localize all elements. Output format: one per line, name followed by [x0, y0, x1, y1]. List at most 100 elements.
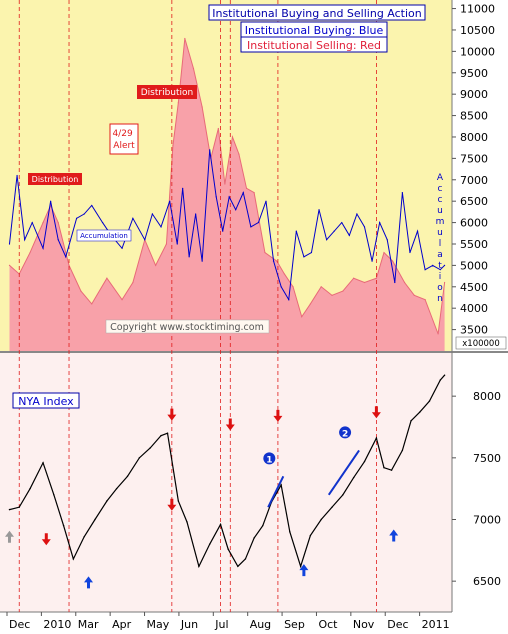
- nya-point: [253, 537, 255, 539]
- nya-y-tick-label: 7500: [473, 452, 501, 465]
- nya-point: [115, 487, 118, 490]
- nya-point: [62, 524, 65, 527]
- selling-point: [217, 127, 219, 130]
- selling-point: [375, 277, 378, 279]
- x-tick-label: 2010: [43, 618, 71, 631]
- selling-point: [238, 153, 240, 155]
- institutional-y-tick-label: 4500: [460, 281, 488, 294]
- selling-point: [283, 273, 286, 275]
- buying-point: [424, 269, 426, 271]
- selling-point: [165, 243, 168, 245]
- nya-point: [160, 434, 162, 437]
- x-tick-label: Oct: [318, 618, 338, 631]
- dashed-marker-layer: [18, 0, 377, 612]
- nya-label: NYA Index: [18, 395, 74, 408]
- buying-point: [235, 209, 237, 211]
- selling-point: [68, 264, 70, 266]
- nya-point: [418, 411, 421, 413]
- selling-point: [413, 294, 415, 296]
- multiplier-label: x100000: [462, 339, 499, 349]
- alert-label: 4/29 Alert: [112, 129, 135, 151]
- copyright-box: [105, 319, 270, 334]
- nya-y-tick-label: 7000: [473, 514, 501, 527]
- accumulation-side-letter: a: [437, 250, 443, 260]
- nya-point: [177, 500, 180, 502]
- buying-point: [16, 174, 18, 177]
- nya-point: [342, 494, 344, 496]
- buying-point: [101, 221, 104, 224]
- x-tick-label: Jul: [214, 618, 228, 631]
- selling-point: [424, 299, 426, 301]
- x-tick-label: Apr: [112, 618, 132, 631]
- accumulation-side-letter: o: [437, 283, 443, 293]
- selling-point: [342, 290, 344, 292]
- down-arrow-icon: [41, 533, 51, 546]
- down-arrow-icon: [371, 406, 381, 419]
- selling-point: [301, 316, 303, 318]
- buying-point: [188, 256, 190, 258]
- nya-point: [320, 518, 322, 521]
- nya-point: [262, 524, 264, 527]
- nya-point: [331, 506, 333, 508]
- trendline-badge-label: 2: [342, 429, 348, 439]
- selling-point: [91, 303, 93, 305]
- multiplier-box: [455, 336, 507, 350]
- buying-point: [265, 200, 267, 202]
- buying-point: [363, 226, 366, 228]
- selling-point: [192, 67, 195, 70]
- nya-point: [439, 379, 441, 381]
- buying-point: [91, 204, 93, 207]
- buying-point: [341, 221, 343, 224]
- buying-point: [132, 217, 134, 219]
- nya-point: [166, 432, 169, 434]
- down-arrow-icon: [225, 418, 235, 431]
- selling-point: [331, 294, 333, 296]
- accumulation-side-letter: c: [438, 195, 443, 205]
- accumulation-side-letter: l: [439, 239, 442, 249]
- selling-point: [42, 221, 44, 224]
- institutional-y-tick-label: 4000: [460, 302, 488, 315]
- buying-point: [348, 234, 350, 237]
- nya-point: [227, 548, 229, 550]
- distribution-label-2: Distribution: [141, 88, 194, 98]
- buying-point: [50, 200, 52, 202]
- selling-point: [132, 281, 134, 284]
- nya-point: [443, 374, 446, 376]
- selling-point: [106, 277, 108, 279]
- buying-point: [295, 230, 297, 232]
- selling-point: [437, 333, 439, 335]
- selling-edge: [9, 38, 446, 335]
- alert-line-1: 4/29: [112, 129, 132, 139]
- accumulation-side-letter: A: [437, 173, 444, 183]
- accumulation-side-letter: u: [437, 228, 443, 238]
- buying-point: [409, 251, 411, 254]
- accumulation-side-letter: m: [436, 217, 445, 227]
- selling-point: [443, 281, 446, 284]
- buying-point: [432, 264, 434, 266]
- nya-point: [289, 531, 291, 533]
- buying-point: [8, 243, 11, 245]
- selling-point: [245, 187, 248, 189]
- buying-point: [303, 256, 305, 258]
- nya-point: [244, 558, 247, 560]
- selling-point: [29, 251, 31, 254]
- x-axis-labels: Dec 2010 Mar Apr May Jun Jul Aug Sep Oct Nov Dec 201…: [6, 612, 450, 631]
- buying-point: [439, 269, 441, 271]
- institutional-y-tick-label: 9500: [460, 67, 488, 80]
- selling-point: [231, 136, 234, 138]
- buying-point: [151, 213, 153, 215]
- nya-point: [18, 506, 20, 508]
- trendline: [267, 475, 285, 508]
- buying-point: [401, 192, 403, 194]
- institutional-y-tick-label: 8000: [460, 131, 488, 144]
- accumulation-badge: [76, 229, 132, 242]
- nya-point: [149, 447, 151, 449]
- institutional-y-tick-label: 11000: [460, 3, 495, 16]
- alert-box: [109, 123, 139, 155]
- up-arrow-icon: [299, 564, 309, 577]
- buying-point: [386, 239, 388, 241]
- buying-point: [416, 230, 419, 232]
- distribution-label-1: Distribution: [32, 175, 79, 184]
- nya-y-tick-label: 6500: [473, 575, 501, 588]
